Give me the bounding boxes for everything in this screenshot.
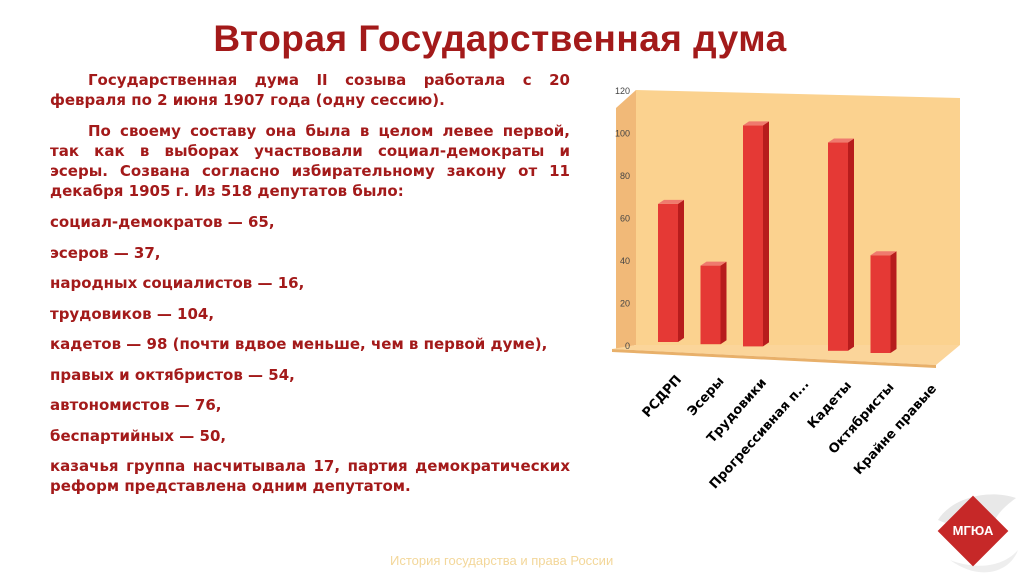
y-tick-label: 20 (620, 299, 630, 309)
bar-top (870, 251, 897, 256)
y-tick-label: 120 (615, 86, 630, 96)
text-body: Государственная дума II созыва работала … (50, 70, 570, 507)
y-tick-label: 100 (615, 129, 630, 139)
list-item: трудовиков — 104, (50, 304, 215, 323)
list-item: казачья группа насчитывала 17, партия де… (50, 457, 570, 495)
bar (700, 265, 721, 345)
y-tick-label: 80 (620, 171, 630, 181)
bar-top (700, 261, 727, 266)
chart-floor-edge (612, 349, 936, 368)
list-item: беспартийных — 50, (50, 426, 227, 445)
chart-floor (612, 345, 960, 365)
y-tick-label: 60 (620, 214, 630, 224)
footer-caption: История государства и права России (390, 553, 614, 568)
bar (658, 203, 678, 342)
bar (828, 142, 848, 351)
bar-side (720, 261, 727, 345)
list-item: эсеров — 37, (50, 243, 161, 262)
list-item: кадетов — 98 (почти вдвое меньше, чем в … (50, 335, 548, 353)
mgua-logo: МГЮА (937, 494, 1018, 573)
bar-side (848, 138, 854, 351)
bar-top (743, 121, 769, 126)
list-item: правых и октябристов — 54, (50, 365, 295, 384)
x-tick-label: РСДРП (640, 373, 685, 421)
bar-top (828, 138, 854, 143)
bar-side (890, 251, 897, 353)
list-item: социал-демократов — 65, (50, 213, 275, 231)
x-tick-label: Крайне правые (851, 382, 940, 478)
bar (870, 255, 891, 353)
bar (743, 125, 763, 347)
bar-side (763, 121, 769, 347)
paragraph-2: По своему составу она была в целом левее… (50, 122, 570, 200)
y-tick-label: 0 (625, 341, 630, 351)
chart-side-wall (616, 90, 636, 349)
bar-top (658, 199, 684, 204)
page-title: Вторая Государственная дума (213, 18, 787, 59)
y-tick-label: 40 (620, 256, 630, 266)
paragraph-1: Государственная дума II созыва работала … (50, 71, 570, 109)
x-tick-label: Эсеры (685, 374, 728, 419)
bar-side (678, 199, 684, 342)
chart-back-wall (636, 90, 960, 345)
logo-text: МГЮА (953, 523, 994, 538)
list-item: народных социалистов — 16, (50, 274, 305, 292)
list-item: автономистов — 76, (50, 396, 222, 414)
